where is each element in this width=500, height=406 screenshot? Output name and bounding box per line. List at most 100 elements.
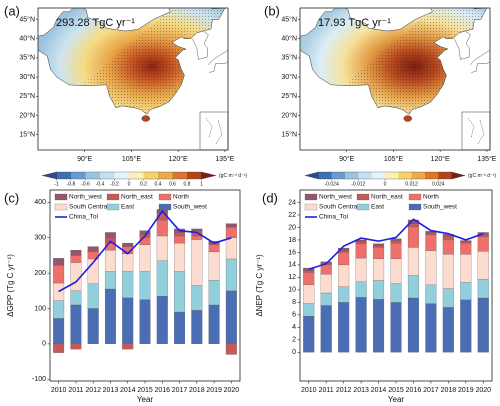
y-tick-label: 30°N bbox=[19, 73, 35, 81]
coastline bbox=[470, 49, 490, 73]
inset-box bbox=[461, 111, 491, 151]
legend-swatch bbox=[304, 193, 318, 201]
x-tick-label: 120°E bbox=[431, 155, 450, 163]
bar bbox=[53, 258, 65, 266]
bar bbox=[373, 245, 385, 248]
panel-label: (c) bbox=[4, 190, 19, 205]
colorbar-segment bbox=[331, 172, 346, 179]
panel-label: (a) bbox=[4, 3, 20, 18]
colorbar-end bbox=[41, 171, 57, 180]
x-tick-label: 2020 bbox=[224, 387, 240, 394]
x-tick-label: 2013 bbox=[103, 387, 119, 394]
colorbar-segment bbox=[100, 172, 115, 179]
bar bbox=[70, 255, 82, 263]
colorbar-tick-label: -0.2 bbox=[110, 181, 119, 187]
inset-box bbox=[199, 111, 229, 151]
map-frame bbox=[299, 7, 491, 151]
bar bbox=[87, 283, 99, 309]
bar bbox=[208, 251, 220, 281]
bar bbox=[373, 247, 385, 259]
bar bbox=[442, 307, 454, 353]
bar bbox=[460, 282, 472, 300]
bar bbox=[338, 264, 350, 287]
legend-label: South_west bbox=[173, 204, 207, 211]
bar bbox=[122, 242, 134, 247]
bar bbox=[460, 254, 472, 283]
bar bbox=[373, 299, 385, 353]
bar bbox=[70, 343, 82, 350]
bar bbox=[87, 250, 99, 253]
y-tick-label: 35°N bbox=[281, 54, 297, 62]
y-tick-label: 15°N bbox=[281, 130, 297, 138]
legend-label: China_Tol bbox=[69, 214, 98, 221]
bar bbox=[139, 244, 151, 272]
bar bbox=[407, 226, 419, 248]
line bbox=[58, 209, 232, 293]
legend-label: South Central bbox=[69, 204, 109, 211]
legend-label: East bbox=[371, 204, 384, 211]
bar bbox=[225, 237, 237, 260]
bar bbox=[208, 304, 220, 344]
inset-islands bbox=[205, 117, 223, 145]
colorbar-end bbox=[451, 171, 466, 180]
legend-label: East bbox=[121, 204, 134, 211]
bar bbox=[87, 246, 99, 251]
y-tick-label: 16 bbox=[288, 249, 296, 256]
y-tick-label: 18 bbox=[288, 237, 296, 244]
y-tick-label: 12 bbox=[288, 274, 296, 281]
x-tick-label: 2014 bbox=[371, 387, 387, 394]
colorbar-segment bbox=[371, 172, 386, 179]
x-tick-label: 2010 bbox=[301, 387, 317, 394]
x-tick-label: 2011 bbox=[68, 387, 83, 394]
bar bbox=[53, 282, 65, 301]
x-tick-label: 2017 bbox=[172, 387, 188, 394]
bar bbox=[225, 290, 237, 344]
bar bbox=[156, 295, 168, 344]
x-tick-label: 2015 bbox=[388, 387, 404, 394]
bar bbox=[338, 286, 350, 303]
x-tick-label: 2015 bbox=[137, 387, 153, 394]
annotation: 17.93 TgC yr⁻¹ bbox=[318, 17, 391, 29]
bar bbox=[303, 270, 315, 273]
x-tick-label: 2019 bbox=[458, 387, 474, 394]
colorbar-tick-label: 0.6 bbox=[169, 181, 176, 187]
y-tick-label: 45°N bbox=[281, 15, 297, 23]
bar bbox=[191, 239, 203, 286]
colorbar-segment bbox=[56, 172, 72, 179]
bar bbox=[87, 308, 99, 344]
colorbar-tick-label: 0 bbox=[128, 181, 131, 187]
x-tick-label: 2011 bbox=[319, 387, 334, 394]
y-axis-label: ΔNEP (Tg C yr⁻¹) bbox=[255, 254, 264, 317]
bar bbox=[355, 243, 367, 259]
colorbar-unit: (gC m⁻² d⁻¹) bbox=[468, 173, 496, 179]
bar bbox=[122, 271, 134, 299]
bar bbox=[425, 284, 437, 304]
x-tick-label: 2012 bbox=[336, 387, 352, 394]
legend-swatch bbox=[356, 203, 370, 211]
x-tick-label: 2010 bbox=[51, 387, 67, 394]
stipple-overlay bbox=[81, 8, 225, 115]
line bbox=[308, 218, 484, 271]
bar bbox=[53, 318, 65, 344]
legend-swatch bbox=[356, 193, 370, 201]
bar bbox=[208, 244, 220, 253]
x-tick-label: 105°E bbox=[122, 155, 141, 163]
bar bbox=[460, 240, 472, 242]
bar bbox=[53, 265, 65, 284]
bar bbox=[122, 343, 134, 350]
y-tick-label: 8 bbox=[292, 299, 296, 306]
bar bbox=[191, 310, 203, 344]
colorbar-segment bbox=[114, 172, 130, 179]
x-tick-label: 2018 bbox=[189, 387, 205, 394]
y-tick-label: 15°N bbox=[19, 130, 35, 138]
colorbar-segment bbox=[71, 172, 86, 179]
bar bbox=[390, 302, 402, 353]
colorbar-tick-label: -0.024 bbox=[325, 181, 339, 187]
legend-label: North bbox=[423, 194, 439, 201]
y-tick-label: 10 bbox=[288, 287, 296, 294]
x-tick-label: 2017 bbox=[423, 387, 439, 394]
x-axis-label: Year bbox=[388, 395, 405, 404]
bar bbox=[425, 234, 437, 251]
bar bbox=[338, 302, 350, 353]
